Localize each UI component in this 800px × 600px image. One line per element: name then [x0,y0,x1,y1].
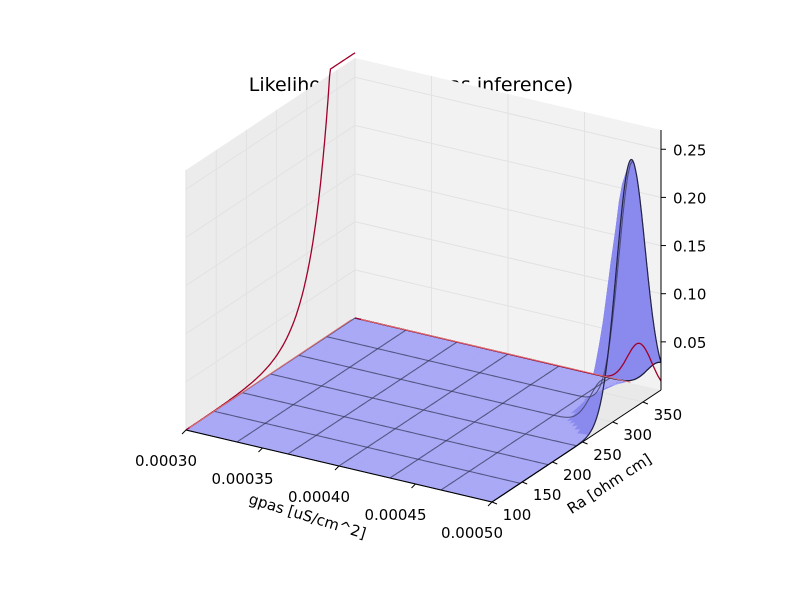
y-tick [521,481,528,485]
projected-curves [185,52,662,431]
x-tick [411,483,416,489]
y-axis-line [491,389,662,503]
y-tick [491,501,498,505]
grid-line-z [185,221,662,335]
x-tick-label: 0.00035 [211,470,273,488]
likelihood-surface [185,158,662,503]
y-tick-label: 300 [623,426,652,444]
y-tick [582,441,588,445]
y-tick [612,421,618,425]
y-tick [642,401,649,405]
z-tick-label: 0.10 [673,286,706,304]
z-tick-label: 0.20 [673,189,706,207]
floor-contour [189,319,352,429]
y-tick [552,461,558,465]
grid-line-z [185,76,662,190]
surface-wire [440,377,611,491]
x-tick-label: 0.00050 [441,524,503,542]
x-tick [334,465,340,471]
y-tick-label: 150 [533,486,562,504]
x-tick [258,447,263,453]
axes-lines [181,130,666,507]
y-tick-label: 100 [503,506,532,524]
y-tick-label: 350 [654,406,683,424]
grid-line-z [185,124,662,238]
floor-contour [360,318,631,383]
x-tick-label: 0.00030 [135,452,197,470]
y-tick-label: 200 [563,466,592,484]
grid-line-z [185,269,662,383]
z-tick-label: 0.05 [673,334,706,352]
x-tick [487,501,493,507]
x-tick [181,429,187,435]
left-pane [186,58,355,430]
z-tick-label: 0.15 [673,238,706,256]
y-tick-label: 250 [593,446,622,464]
z-tick-label: 0.25 [673,141,706,159]
grid-line-z [185,173,662,287]
tick-labels: 0.00030 0.00035 0.00040 0.00045 0.0005010015… [135,141,706,542]
x-tick-label: 0.00040 [288,488,350,506]
x-tick-label: 0.00045 [364,506,426,524]
